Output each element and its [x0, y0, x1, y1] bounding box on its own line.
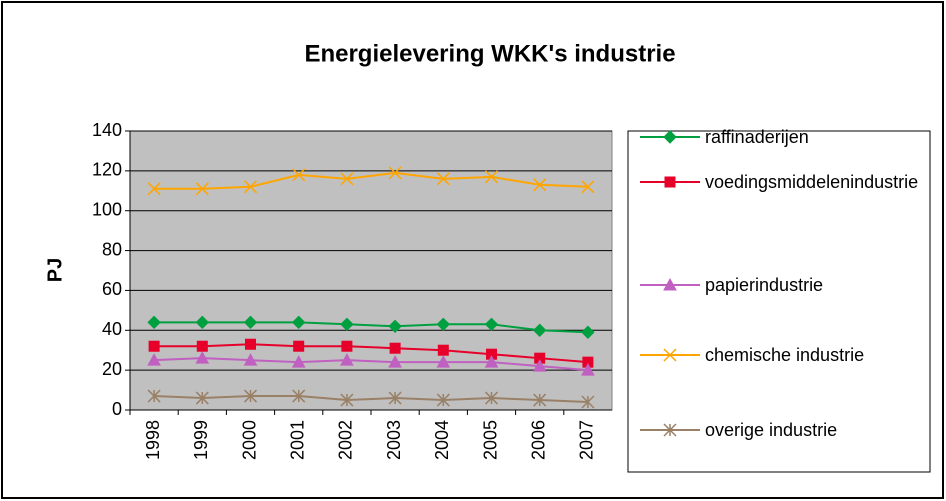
data-point	[532, 323, 547, 337]
x-tick-label: 2000	[239, 420, 259, 460]
y-tick-label: 20	[102, 359, 122, 379]
x-tick-label: 2002	[336, 420, 356, 460]
y-tick-label: 120	[92, 160, 122, 180]
data-point	[243, 353, 258, 366]
series-line	[154, 343, 588, 364]
data-point	[388, 166, 402, 180]
legend-label: papierindustrie	[705, 275, 824, 295]
data-point	[195, 391, 209, 405]
data-point	[388, 391, 402, 405]
data-point	[436, 172, 450, 186]
data-point	[340, 353, 354, 366]
data-point	[291, 355, 306, 368]
data-point	[245, 338, 256, 350]
series-line	[154, 395, 588, 404]
x-tick-label: 2003	[384, 420, 404, 460]
x-tick-label: 2005	[480, 420, 500, 460]
data-point	[484, 355, 499, 368]
series-line	[154, 171, 588, 190]
x-tick-label: 1998	[143, 420, 163, 460]
y-tick-label: 100	[92, 199, 122, 219]
data-point	[581, 395, 595, 409]
data-point	[195, 182, 209, 196]
data-point	[340, 172, 354, 186]
legend-label: overige industrie	[705, 420, 838, 440]
x-tick-label: 2006	[528, 420, 548, 460]
data-point	[243, 180, 258, 194]
y-tick-label: 140	[92, 120, 122, 140]
data-point	[436, 317, 451, 332]
legend	[627, 130, 931, 473]
data-point	[533, 178, 547, 192]
legend-marker	[664, 176, 676, 188]
series-line	[154, 357, 588, 372]
y-tick-label: 40	[102, 319, 122, 339]
data-point	[147, 353, 161, 366]
legend-label: chemische industrie	[705, 345, 865, 365]
data-point	[243, 315, 258, 330]
chart-title: Energielevering WKK's industrie	[304, 40, 675, 67]
data-point	[437, 344, 449, 356]
y-axis-label: PJ	[44, 258, 66, 282]
legend-label: raffinaderijen	[705, 127, 809, 147]
data-point	[436, 393, 450, 407]
x-tick-label: 2004	[432, 420, 452, 460]
data-point	[436, 355, 451, 368]
data-point	[340, 393, 354, 407]
series-line	[154, 321, 588, 334]
x-tick-label: 2007	[577, 420, 597, 460]
data-point	[147, 182, 161, 196]
data-point	[147, 315, 161, 330]
y-tick-label: 60	[102, 279, 122, 299]
data-point	[581, 363, 595, 376]
x-tick-label: 1999	[191, 420, 211, 460]
data-point	[341, 340, 353, 352]
data-point	[292, 389, 306, 403]
data-point	[148, 340, 160, 352]
y-tick-label: 0	[112, 399, 122, 419]
data-point	[484, 391, 499, 405]
data-point	[292, 168, 306, 182]
data-point	[340, 317, 354, 332]
plot-area	[129, 130, 613, 411]
legend-marker	[663, 423, 677, 437]
y-tick-label: 80	[102, 239, 122, 259]
data-point	[388, 319, 402, 334]
data-point	[581, 325, 595, 339]
data-point	[484, 170, 499, 184]
data-point	[293, 340, 305, 352]
legend-marker	[663, 130, 677, 144]
data-point	[581, 180, 595, 194]
data-point	[195, 351, 210, 364]
data-point	[195, 315, 210, 330]
data-point	[388, 355, 402, 368]
data-point	[196, 340, 208, 352]
data-point	[533, 393, 547, 407]
legend-marker	[663, 348, 677, 362]
x-tick-label: 2001	[287, 420, 307, 460]
legend-marker	[663, 277, 677, 291]
data-point	[243, 389, 258, 403]
legend-label: voedingsmiddelenindustrie	[705, 172, 919, 192]
data-point	[532, 359, 547, 372]
data-point	[291, 315, 306, 330]
data-point	[484, 317, 499, 332]
data-point	[147, 389, 161, 403]
data-point	[389, 342, 401, 354]
